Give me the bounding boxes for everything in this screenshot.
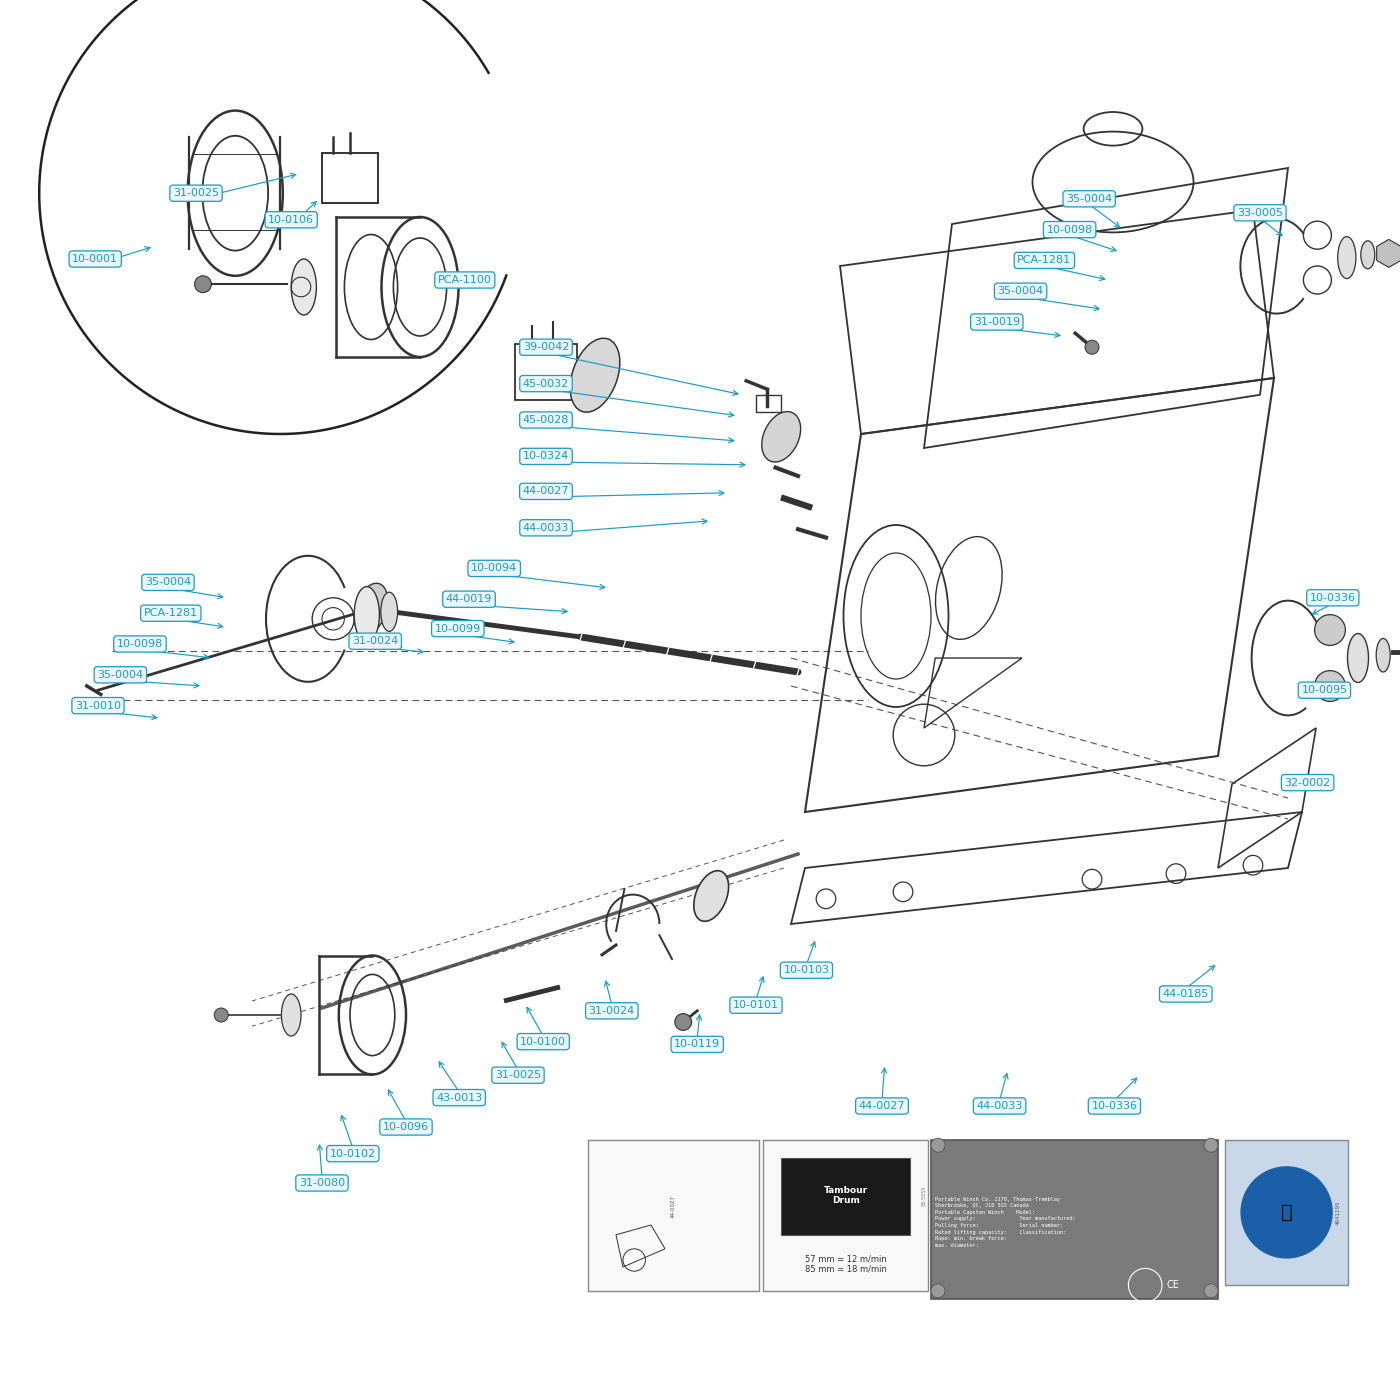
Text: 10-0098: 10-0098 [1046, 224, 1093, 235]
Text: 10-0336: 10-0336 [1092, 1100, 1137, 1112]
Text: 31-0080: 31-0080 [300, 1177, 344, 1189]
Text: 44-0027: 44-0027 [858, 1100, 906, 1112]
Circle shape [1204, 1138, 1218, 1152]
Text: 4641195: 4641195 [1336, 1200, 1341, 1225]
Ellipse shape [1338, 237, 1355, 279]
Text: 31-0010: 31-0010 [76, 700, 120, 711]
Ellipse shape [1361, 241, 1375, 269]
Text: 35-0004: 35-0004 [1067, 193, 1112, 204]
Text: 44-0019: 44-0019 [445, 594, 493, 605]
Circle shape [195, 276, 211, 293]
Text: 10-0106: 10-0106 [269, 214, 314, 225]
Text: 31-0025: 31-0025 [174, 188, 218, 199]
Text: 31-0024: 31-0024 [588, 1005, 636, 1016]
Text: 44-0033: 44-0033 [976, 1100, 1023, 1112]
Text: 55-5555: 55-5555 [921, 1186, 927, 1205]
Text: 44-0185: 44-0185 [1162, 988, 1210, 1000]
Circle shape [931, 1138, 945, 1152]
Text: 35-0004: 35-0004 [998, 286, 1043, 297]
Ellipse shape [570, 339, 620, 412]
Circle shape [1315, 671, 1345, 701]
Text: 10-0101: 10-0101 [734, 1000, 778, 1011]
Ellipse shape [694, 871, 728, 921]
Text: 10-0324: 10-0324 [522, 451, 570, 462]
Ellipse shape [281, 994, 301, 1036]
Text: 10-0103: 10-0103 [784, 965, 829, 976]
Text: 10-0095: 10-0095 [1302, 685, 1347, 696]
Text: 44-0027: 44-0027 [671, 1196, 676, 1218]
Circle shape [1315, 615, 1345, 645]
FancyBboxPatch shape [763, 1140, 928, 1291]
Text: 32-0002: 32-0002 [1284, 777, 1331, 788]
Text: 10-0099: 10-0099 [434, 623, 482, 634]
Text: 35-0004: 35-0004 [98, 669, 143, 680]
Text: 10-0100: 10-0100 [521, 1036, 566, 1047]
Ellipse shape [381, 592, 398, 631]
Circle shape [1085, 340, 1099, 354]
Text: 57 mm = 12 m/min
85 mm = 18 m/min: 57 mm = 12 m/min 85 mm = 18 m/min [805, 1254, 886, 1274]
Text: 45-0028: 45-0028 [522, 414, 570, 426]
Text: 35-0004: 35-0004 [146, 577, 190, 588]
Ellipse shape [1376, 638, 1390, 672]
Ellipse shape [354, 587, 379, 643]
Text: 10-0102: 10-0102 [330, 1148, 375, 1159]
Ellipse shape [354, 584, 388, 634]
Text: Tambour
Drum: Tambour Drum [823, 1186, 868, 1205]
FancyBboxPatch shape [588, 1140, 759, 1291]
Circle shape [214, 1008, 228, 1022]
Ellipse shape [291, 259, 316, 315]
Text: 10-0098: 10-0098 [116, 638, 164, 650]
FancyBboxPatch shape [781, 1158, 910, 1235]
Text: 39-0042: 39-0042 [522, 342, 570, 353]
Text: 10-0336: 10-0336 [1310, 592, 1355, 603]
Circle shape [931, 1284, 945, 1298]
Text: PCA-1100: PCA-1100 [438, 274, 491, 286]
Ellipse shape [762, 412, 801, 462]
Ellipse shape [1347, 633, 1369, 683]
Text: PCA-1281: PCA-1281 [144, 608, 197, 619]
Circle shape [1204, 1284, 1218, 1298]
Text: 10-0001: 10-0001 [73, 253, 118, 265]
Text: 31-0025: 31-0025 [496, 1070, 540, 1081]
Text: 44-0033: 44-0033 [522, 522, 570, 533]
FancyBboxPatch shape [1225, 1140, 1348, 1285]
Text: 10-0119: 10-0119 [675, 1039, 720, 1050]
Text: 43-0013: 43-0013 [437, 1092, 482, 1103]
Text: 10-0096: 10-0096 [384, 1121, 428, 1133]
Circle shape [1240, 1166, 1333, 1259]
Text: 31-0024: 31-0024 [351, 636, 399, 647]
Text: 45-0032: 45-0032 [522, 378, 570, 389]
Text: 33-0005: 33-0005 [1238, 207, 1282, 218]
Text: 10-0094: 10-0094 [470, 563, 518, 574]
Text: CE: CE [1166, 1280, 1180, 1291]
Text: 🪖: 🪖 [1281, 1203, 1292, 1222]
Text: 44-0027: 44-0027 [522, 486, 570, 497]
Text: 31-0019: 31-0019 [974, 316, 1019, 328]
Text: PCA-1281: PCA-1281 [1018, 255, 1071, 266]
Text: Portable Winch Co. 1170, Thomas-Tremblay
Sherbrooke, QC, J10 5G5 Canada
Portable: Portable Winch Co. 1170, Thomas-Tremblay… [935, 1197, 1075, 1247]
Circle shape [675, 1014, 692, 1030]
FancyBboxPatch shape [931, 1140, 1218, 1299]
